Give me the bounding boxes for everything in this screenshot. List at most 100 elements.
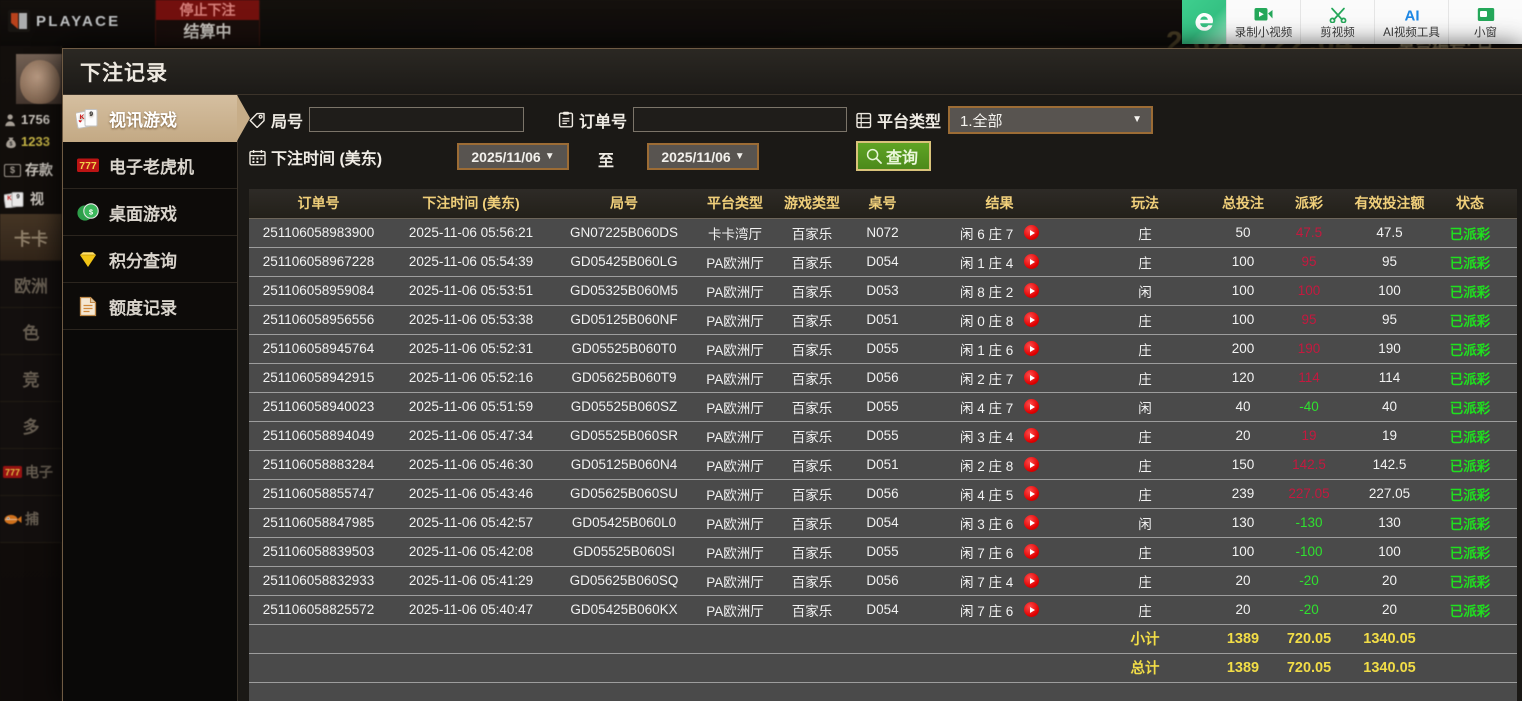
table-row[interactable]: 251106058956556 2025-11-06 05:53:38 GD0512…: [249, 305, 1517, 335]
cell-order-number: 251106058839503: [249, 537, 388, 567]
platform-type-select[interactable]: 1.全部 ▼: [948, 106, 1154, 134]
table-row[interactable]: 251106058940023 2025-11-06 05:51:59 GD0552…: [249, 392, 1517, 422]
search-button[interactable]: 查询: [856, 141, 932, 171]
cell-order-number: 251106058847985: [249, 508, 388, 538]
bet-time-label: 下注时间 (美东): [249, 145, 382, 169]
calendar-icon: [249, 149, 266, 165]
cell-game-type: 百家乐: [776, 537, 848, 567]
cell-total-bet: 120: [1208, 363, 1278, 393]
play-video-icon[interactable]: [1024, 225, 1039, 240]
round-number-input[interactable]: [309, 107, 525, 132]
col-total-bet[interactable]: 总投注: [1208, 189, 1278, 219]
play-video-icon[interactable]: [1024, 341, 1039, 356]
cell-platform-type: PA欧洲厅: [694, 450, 776, 480]
col-play-type[interactable]: 玩法: [1082, 189, 1208, 219]
play-video-icon[interactable]: [1024, 312, 1039, 327]
col-valid-bet[interactable]: 有效投注额: [1340, 189, 1439, 219]
col-result[interactable]: 结果: [917, 189, 1082, 219]
deposit-label: 存款: [25, 162, 53, 178]
play-video-icon[interactable]: [1024, 602, 1039, 617]
background-category-4[interactable]: 多: [0, 402, 62, 449]
play-video-icon[interactable]: [1024, 457, 1039, 472]
tag-icon: [249, 112, 265, 128]
table-row[interactable]: 251106058894049 2025-11-06 05:47:34 GD0552…: [249, 421, 1517, 451]
stop-bet-badge: 停止下注 结算中: [155, 0, 260, 46]
table-row[interactable]: 251106058825572 2025-11-06 05:40:47 GD0542…: [249, 595, 1517, 625]
sidebar-item-table-games-label: 桌面游戏: [109, 204, 177, 224]
cut-video-button[interactable]: 剪视频: [1300, 0, 1374, 44]
background-category-3[interactable]: 竞: [0, 355, 62, 402]
sidebar-item-table-games[interactable]: $ 桌面游戏: [63, 189, 237, 236]
table-row[interactable]: 251106058883284 2025-11-06 05:46:30 GD0512…: [249, 450, 1517, 480]
cell-play-type: 庄: [1082, 305, 1208, 335]
background-category-1[interactable]: 欧洲: [0, 261, 62, 308]
play-video-icon[interactable]: [1024, 544, 1039, 559]
table-row[interactable]: 251106058983900 2025-11-06 05:56:21 GN0722…: [249, 218, 1517, 248]
play-video-icon[interactable]: [1024, 399, 1039, 414]
ie-browser-icon[interactable]: [1182, 0, 1226, 44]
table-row[interactable]: 251106058942915 2025-11-06 05:52:16 GD0562…: [249, 363, 1517, 393]
date-range-separator: 至: [598, 153, 615, 170]
cell-valid-bet: 47.5: [1340, 218, 1439, 248]
col-bet-time[interactable]: 下注时间 (美东): [388, 189, 554, 219]
date-to-picker[interactable]: 2025/11/06 ▼: [647, 143, 759, 170]
table-row[interactable]: 251106058847985 2025-11-06 05:42:57 GD0542…: [249, 508, 1517, 538]
cell-play-type: 庄: [1082, 421, 1208, 451]
col-game-type[interactable]: 游戏类型: [776, 189, 848, 219]
deposit-entry[interactable]: $ 存款: [4, 160, 53, 180]
col-round-number[interactable]: 局号: [554, 189, 694, 219]
table-row[interactable]: 251106058855747 2025-11-06 05:43:46 GD0562…: [249, 479, 1517, 509]
play-video-icon[interactable]: [1024, 486, 1039, 501]
user-balance-value: 1756: [21, 112, 50, 127]
col-order-number[interactable]: 订单号: [249, 189, 388, 219]
ai-video-tool-button[interactable]: AI AI视频工具: [1374, 0, 1448, 44]
play-video-icon[interactable]: [1024, 370, 1039, 385]
col-table-number[interactable]: 桌号: [848, 189, 917, 219]
background-category-2[interactable]: 色: [0, 308, 62, 355]
cell-table-number: N072: [848, 218, 917, 248]
coin-balance: $ 1233: [4, 134, 50, 149]
cell-order-number: 251106058855747: [249, 479, 388, 509]
background-category-6[interactable]: 捕: [0, 496, 62, 543]
col-status[interactable]: 状态: [1439, 189, 1501, 219]
play-video-icon[interactable]: [1024, 283, 1039, 298]
magnifier-icon: [866, 148, 882, 164]
status-badge: 已派彩: [1439, 305, 1501, 335]
date-from-picker[interactable]: 2025/11/06 ▼: [457, 143, 569, 170]
cell-round-number: GD05325B060M5: [554, 276, 694, 306]
cell-payout: 95: [1278, 305, 1340, 335]
table-row[interactable]: 251106058945764 2025-11-06 05:52:31 GD0552…: [249, 334, 1517, 364]
cell-game-type: 百家乐: [776, 305, 848, 335]
sidebar-item-points-query[interactable]: 积分查询: [63, 236, 237, 283]
sidebar-item-slots[interactable]: 777 电子老虎机: [63, 142, 237, 189]
play-video-icon[interactable]: [1024, 515, 1039, 530]
record-video-button[interactable]: 录制小视频: [1226, 0, 1300, 44]
table-row[interactable]: 251106058967228 2025-11-06 05:54:39 GD0542…: [249, 247, 1517, 277]
cell-result: 闲 8 庄 2: [917, 276, 1082, 306]
background-category-0[interactable]: 卡卡: [0, 214, 62, 261]
platform-type-value: 1.全部: [960, 112, 1003, 130]
col-platform-type[interactable]: 平台类型: [694, 189, 776, 219]
video-game-entry[interactable]: K 9 视: [4, 189, 44, 209]
background-category-2-label: 色: [22, 323, 40, 343]
order-number-label: 订单号: [558, 108, 627, 132]
cell-result: 闲 0 庄 8: [917, 305, 1082, 335]
cell-payout: -40: [1278, 392, 1340, 422]
cell-result: 闲 2 庄 8: [917, 450, 1082, 480]
sidebar-item-video-games[interactable]: K 9 视讯游戏: [63, 95, 250, 142]
diamond-icon: [76, 248, 100, 270]
order-number-input[interactable]: [633, 107, 848, 132]
cell-round-number: GN07225B060DS: [554, 218, 694, 248]
small-window-button[interactable]: 小窗: [1448, 0, 1522, 44]
sidebar-item-credit-records[interactable]: 额度记录: [63, 283, 237, 330]
col-payout[interactable]: 派彩: [1278, 189, 1340, 219]
table-row[interactable]: 251106058832933 2025-11-06 05:41:29 GD0562…: [249, 566, 1517, 596]
svg-text:$: $: [10, 141, 13, 147]
table-row[interactable]: 251106058839503 2025-11-06 05:42:08 GD0552…: [249, 537, 1517, 567]
table-row[interactable]: 251106058959084 2025-11-06 05:53:51 GD0532…: [249, 276, 1517, 306]
play-video-icon[interactable]: [1024, 573, 1039, 588]
play-video-icon[interactable]: [1024, 428, 1039, 443]
play-video-icon[interactable]: [1024, 254, 1039, 269]
background-category-5[interactable]: 777 电子: [0, 449, 62, 496]
cell-total-bet: 130: [1208, 508, 1278, 538]
